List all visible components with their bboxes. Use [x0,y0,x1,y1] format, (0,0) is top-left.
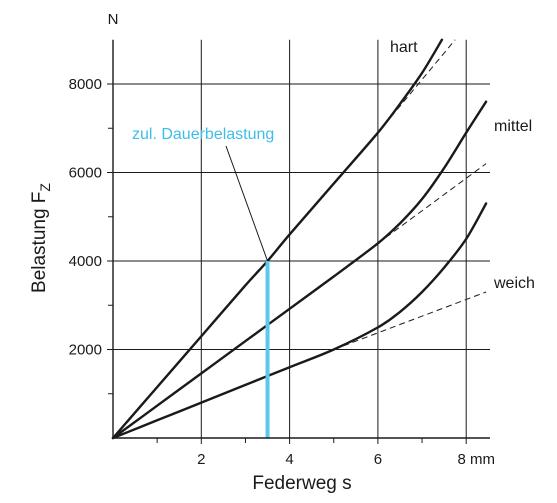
x-tick-label: 6 [374,451,382,468]
curve-hart [111,38,444,440]
y-axis-title-subscript: Z [37,183,53,192]
linear-extension-mittel [377,163,487,244]
axes-layer [107,39,490,444]
y-tick-label: 2000 [69,342,102,359]
x-tick-label: 8 mm [457,451,495,468]
x-axis-title: Federweg s [252,473,351,494]
series-label-weich: weich [493,275,535,292]
curve-weich [111,202,488,440]
linear-extension-weich [333,291,487,350]
annotation-permissible-load: zul. Dauerbelastung [132,126,274,143]
y-tick-label: 8000 [69,76,102,93]
label-layer: 2 4 6 8 mm 2000 4000 6000 8000 N Federweg s Belast… [29,11,535,494]
curve-mittel [111,100,488,440]
series-label-mittel: mittel [494,118,532,135]
x-tick-label: 4 [285,451,293,468]
y-axis-title: Belastung FZ [29,183,53,293]
y-tick-label: 4000 [69,253,102,270]
y-axis-unit: N [108,11,119,28]
grid-layer [113,39,490,438]
curve-layer [111,38,488,440]
annotation-leader-line [225,145,268,262]
x-tick-label: 2 [197,451,205,468]
y-axis-title-main: Belastung F [29,192,50,293]
y-tick-label: 6000 [69,165,102,182]
series-label-hart: hart [390,39,418,56]
